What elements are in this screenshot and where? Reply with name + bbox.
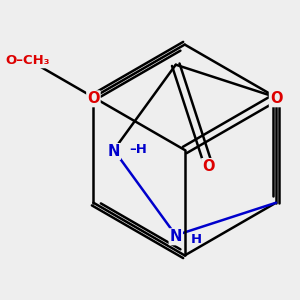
Text: O: O bbox=[202, 159, 214, 174]
Text: O: O bbox=[87, 91, 100, 106]
Text: N: N bbox=[108, 144, 120, 159]
Text: N: N bbox=[169, 229, 182, 244]
Text: O–CH₃: O–CH₃ bbox=[5, 54, 50, 67]
Text: H: H bbox=[191, 233, 202, 246]
Text: O: O bbox=[270, 91, 282, 106]
Text: –H: –H bbox=[129, 143, 147, 156]
